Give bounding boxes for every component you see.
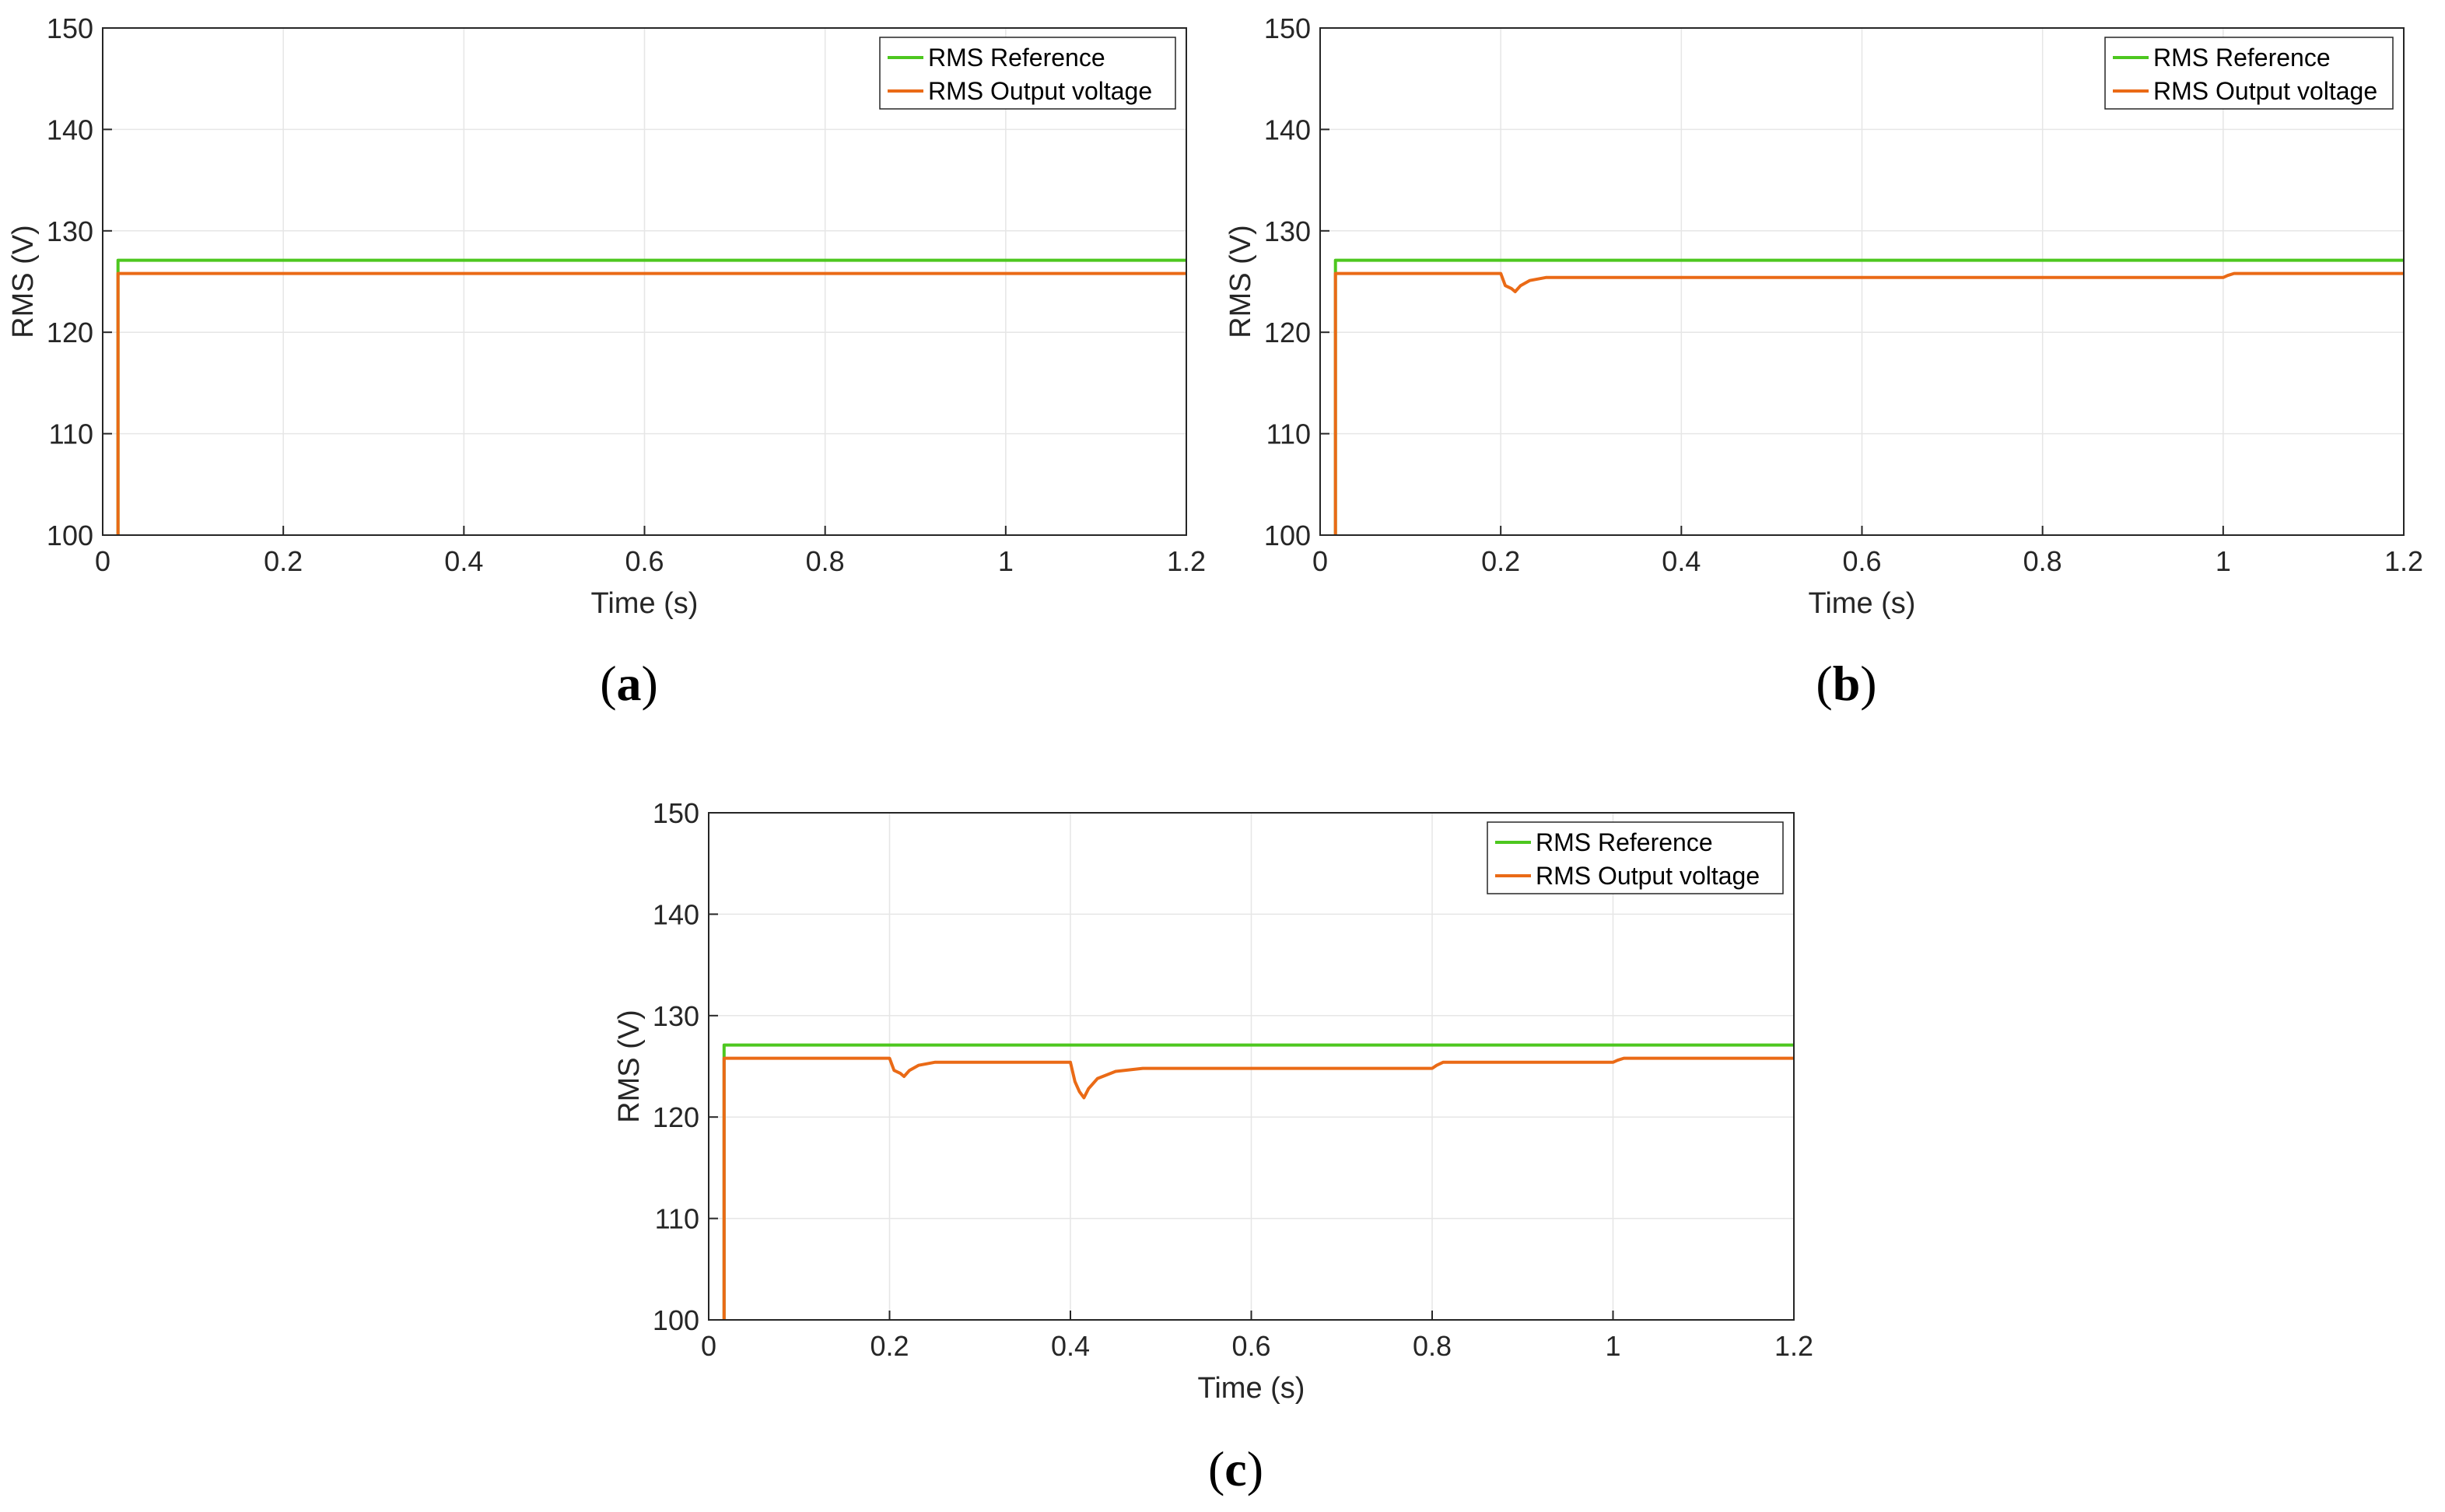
x-tick-label: 0.2 [1481,545,1520,577]
x-tick-label: 0.6 [1231,1330,1270,1362]
x-tick-label: 1 [2216,545,2231,577]
x-tick-label: 1.2 [2384,545,2423,577]
x-tick-label: 0.6 [625,545,664,577]
x-axis-label: Time (s) [591,587,699,620]
y-axis-label: RMS (V) [7,225,40,338]
chart-panel-c: 0 0.2 0.4 0.6 0.8 1 1.2 100 110 120 130 140 150 Time … [613,797,1813,1496]
legend: RMS Reference RMS Output voltage [1487,821,1784,894]
legend-box [879,37,1176,110]
legend-label: RMS Output voltage [1536,862,1760,890]
y-tick-label: 140 [47,114,93,145]
series-line-rms-output-voltage [1333,271,2404,535]
y-tick-label: 140 [653,898,699,930]
legend: RMS Reference RMS Output voltage [879,37,1176,110]
chart-panel-b: 0 0.2 0.4 0.6 0.8 1 1.2 100 110 120 130 140 150 Time … [1224,12,2423,711]
y-tick-label: 150 [47,12,93,44]
legend-label: RMS Reference [1536,828,1713,856]
y-axis-label: RMS (V) [613,1010,646,1123]
y-tick-label: 150 [653,797,699,829]
x-tick-label: 0.4 [1051,1330,1090,1362]
series-line-rms-output-voltage [116,271,1186,535]
x-tick-label: 1.2 [1167,545,1206,577]
legend-box [2104,37,2394,110]
panel-label: (b) [1816,656,1876,711]
panel-label: (c) [1208,1441,1263,1496]
y-tick-label: 120 [653,1101,699,1133]
x-tick-label: 0.2 [870,1330,909,1362]
y-tick-label: 120 [47,317,93,348]
x-axis-label: Time (s) [1809,587,1916,620]
x-tick-label: 0.8 [2023,545,2062,577]
y-tick-label: 130 [653,1000,699,1032]
y-tick-label: 110 [49,418,93,450]
x-tick-label: 1.2 [1774,1330,1813,1362]
y-tick-label: 130 [1264,215,1311,247]
legend-label: RMS Output voltage [928,77,1152,105]
legend-label: RMS Reference [928,44,1105,72]
x-tick-label: 0.6 [1842,545,1881,577]
y-tick-label: 140 [1264,114,1311,145]
x-axis-label: Time (s) [1198,1372,1305,1405]
y-tick-label: 150 [1264,12,1311,44]
x-tick-label: 1 [1605,1330,1620,1362]
panel-label: (a) [600,656,658,711]
x-tick-label: 0 [1312,545,1328,577]
y-axis-label: RMS (V) [1224,225,1257,338]
series-line-rms-output-voltage [722,1056,1794,1320]
x-tick-label: 0.2 [264,545,303,577]
x-tick-label: 0.4 [1662,545,1701,577]
y-tick-label: 120 [1264,317,1311,348]
chart-panel-a: 0 0.2 0.4 0.6 0.8 1 1.2 100 110 120 130 140 150 Time … [7,12,1206,711]
y-tick-label: 100 [47,520,93,551]
legend: RMS Reference RMS Output voltage [2104,37,2394,110]
legend-label: RMS Reference [2153,44,2331,72]
x-tick-label: 0 [701,1330,716,1362]
x-tick-label: 0.8 [806,545,845,577]
y-tick-label: 130 [47,215,93,247]
legend-box [1487,821,1784,894]
y-tick-label: 100 [653,1304,699,1336]
x-tick-label: 0.4 [444,545,483,577]
y-tick-label: 110 [655,1203,699,1235]
y-tick-label: 110 [1266,418,1311,450]
x-tick-label: 0 [95,545,110,577]
y-tick-label: 100 [1264,520,1311,551]
legend-label: RMS Output voltage [2153,77,2377,105]
x-tick-label: 0.8 [1413,1330,1452,1362]
x-tick-label: 1 [998,545,1014,577]
